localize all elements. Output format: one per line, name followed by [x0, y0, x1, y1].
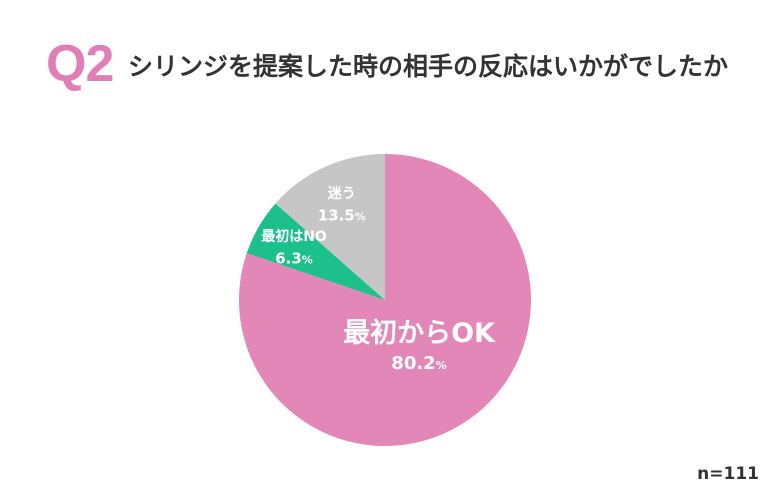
- pie-slices: [238, 154, 532, 446]
- question-number: Q2: [46, 35, 114, 93]
- unsure-slice: [275, 154, 385, 300]
- chart-title: シリンジを提案した時の相手の反応はいかがでしたか: [128, 52, 729, 81]
- sample-size-label: n=111: [697, 464, 759, 484]
- unsure-slice-label: 迷う: [327, 185, 356, 202]
- pie-labels: 最初からOK 80.2% 最初はNO 6.3% 迷う 13.5%: [261, 185, 496, 374]
- no-slice: [246, 203, 385, 300]
- ok-slice-value: 80.2%: [391, 353, 446, 374]
- ok-slice-label: 最初からOK: [343, 318, 496, 349]
- unsure-slice-value: 13.5%: [318, 206, 366, 224]
- no-slice-label: 最初はNO: [261, 228, 327, 245]
- no-slice-value: 6.3%: [275, 250, 313, 268]
